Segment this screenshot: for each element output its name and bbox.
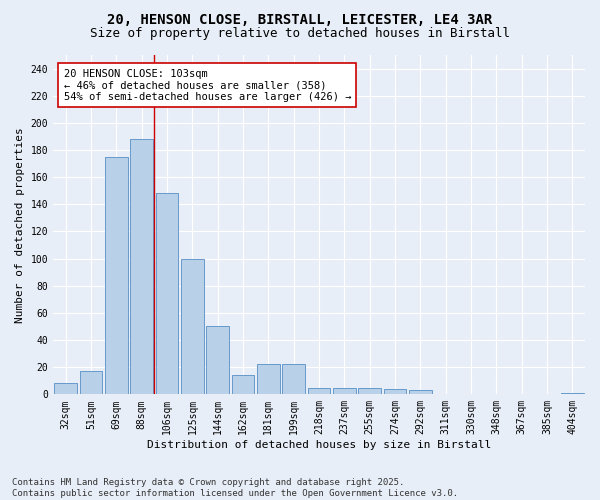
Bar (282, 364, 305, 394)
Text: 20 HENSON CLOSE: 103sqm
← 46% of detached houses are smaller (358)
54% of semi-d: 20 HENSON CLOSE: 103sqm ← 46% of detache… (64, 68, 351, 102)
X-axis label: Distribution of detached houses by size in Birstall: Distribution of detached houses by size … (147, 440, 491, 450)
Bar (155, 194, 178, 394)
Text: Contains HM Land Registry data © Crown copyright and database right 2025.
Contai: Contains HM Land Registry data © Crown c… (12, 478, 458, 498)
Bar (561, 393, 584, 394)
Bar (55, 384, 77, 394)
Bar (80, 372, 103, 394)
Bar (105, 157, 128, 394)
Bar (358, 388, 381, 394)
Text: Size of property relative to detached houses in Birstall: Size of property relative to detached ho… (90, 28, 510, 40)
Y-axis label: Number of detached properties: Number of detached properties (15, 127, 25, 322)
Bar (232, 376, 254, 394)
Bar (308, 388, 331, 394)
Bar (130, 139, 153, 394)
Text: 20, HENSON CLOSE, BIRSTALL, LEICESTER, LE4 3AR: 20, HENSON CLOSE, BIRSTALL, LEICESTER, L… (107, 12, 493, 26)
Bar (181, 258, 204, 394)
Bar (206, 326, 229, 394)
Bar (383, 389, 406, 394)
Bar (409, 390, 432, 394)
Bar (257, 364, 280, 394)
Bar (333, 388, 356, 394)
